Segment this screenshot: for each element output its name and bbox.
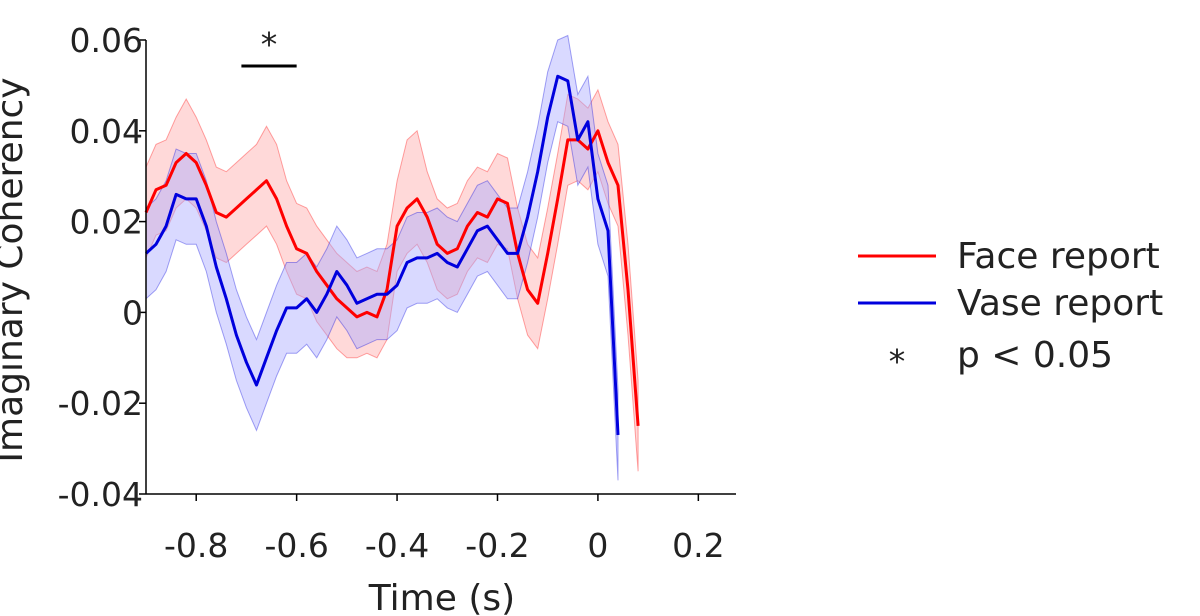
- x-tick-label: 0: [587, 526, 608, 565]
- series-line-vase-report: [144, 74, 620, 436]
- legend-label: Vase report: [957, 283, 1163, 324]
- significance-star: *: [261, 25, 278, 64]
- series-line-face-report: [144, 129, 640, 427]
- significance-marker: *: [241, 25, 297, 68]
- x-tick-label: -0.8: [164, 526, 228, 565]
- legend: Face report Vase report * p < 0.05: [858, 236, 1163, 381]
- axes: 0.06 0.04 0.02 0 -0.02 -0.04 -0.8 -0.6 -0.4 -0.2 0…: [58, 21, 736, 565]
- x-tick-label: 0.2: [672, 526, 724, 565]
- x-axis-label: Time (s): [368, 578, 515, 616]
- series-lines: [144, 74, 640, 436]
- x-tick-label: -0.6: [264, 526, 328, 565]
- x-tick-label: -0.4: [365, 526, 429, 565]
- y-tick-label: 0.06: [70, 21, 143, 60]
- legend-label: Face report: [957, 236, 1160, 277]
- y-axis-label: Imaginary Coherency: [0, 77, 31, 462]
- y-tick-label: 0.02: [70, 203, 143, 242]
- y-tick-label: 0.04: [70, 112, 143, 151]
- y-tick-label: 0: [122, 293, 143, 332]
- x-tick-label: -0.2: [465, 526, 529, 565]
- y-tick-label: -0.04: [58, 475, 143, 514]
- legend-star: *: [889, 342, 906, 381]
- legend-label: p < 0.05: [957, 335, 1113, 376]
- y-tick-label: -0.02: [58, 384, 143, 423]
